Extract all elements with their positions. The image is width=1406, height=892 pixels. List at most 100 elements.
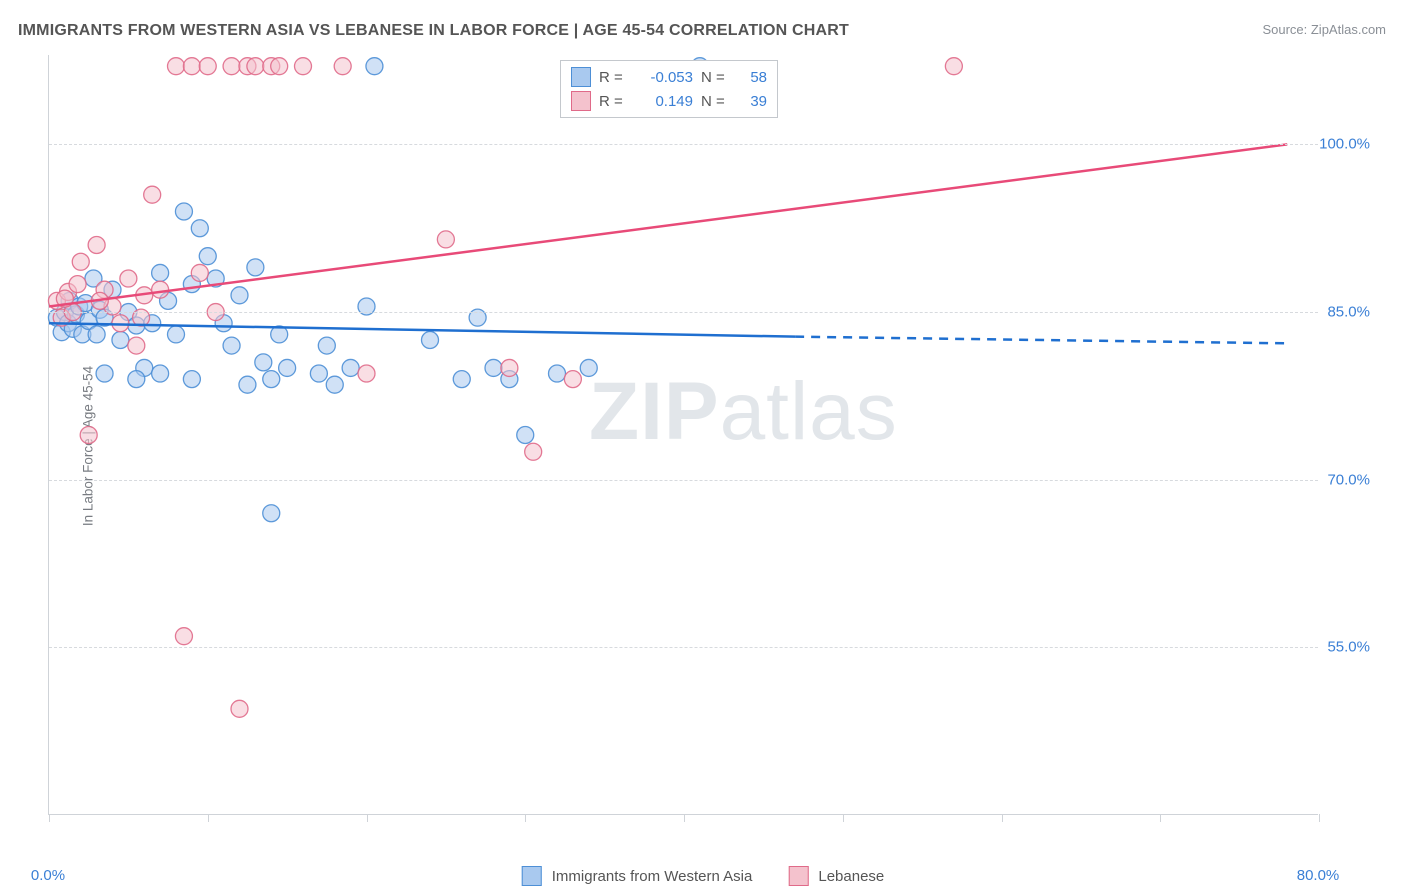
trend-line-b — [49, 144, 1287, 306]
data-point — [549, 365, 566, 382]
data-point — [247, 58, 264, 75]
x-tick — [843, 814, 844, 822]
x-tick — [1002, 814, 1003, 822]
data-point — [326, 376, 343, 393]
y-tick-label: 85.0% — [1327, 304, 1370, 321]
data-point — [183, 371, 200, 388]
gridline — [49, 312, 1318, 313]
data-point — [295, 58, 312, 75]
data-point — [120, 270, 137, 287]
data-point — [152, 264, 169, 281]
n-label-b: N = — [701, 93, 729, 110]
r-value-b: 0.149 — [635, 93, 693, 110]
data-point — [223, 58, 240, 75]
data-point — [128, 371, 145, 388]
gridline — [49, 144, 1318, 145]
swatch-series-a — [571, 67, 591, 87]
source-attribution: Source: ZipAtlas.com — [1262, 22, 1386, 37]
gridline — [49, 480, 1318, 481]
data-point — [263, 505, 280, 522]
data-point — [88, 237, 105, 254]
correlation-legend: R = -0.053 N = 58 R = 0.149 N = 39 — [560, 60, 778, 118]
chart-title: IMMIGRANTS FROM WESTERN ASIA VS LEBANESE… — [18, 22, 849, 40]
data-point — [247, 259, 264, 276]
data-point — [580, 359, 597, 376]
data-point — [183, 58, 200, 75]
data-point — [231, 287, 248, 304]
data-point — [175, 628, 192, 645]
n-value-b: 39 — [737, 93, 767, 110]
data-point — [422, 332, 439, 349]
data-point — [152, 365, 169, 382]
y-tick-label: 55.0% — [1327, 639, 1370, 656]
data-point — [112, 332, 129, 349]
trend-line-a-dash — [795, 337, 1287, 344]
trend-line-a — [49, 323, 795, 336]
x-tick — [367, 814, 368, 822]
data-point — [144, 186, 161, 203]
data-point — [945, 58, 962, 75]
data-point — [199, 248, 216, 265]
legend-row-series-a: R = -0.053 N = 58 — [571, 65, 767, 89]
data-point — [175, 203, 192, 220]
legend-row-series-b: R = 0.149 N = 39 — [571, 89, 767, 113]
data-point — [191, 220, 208, 237]
r-label: R = — [599, 69, 627, 86]
data-point — [96, 365, 113, 382]
x-tick — [525, 814, 526, 822]
swatch-series-b — [571, 91, 591, 111]
x-tick — [1160, 814, 1161, 822]
data-point — [255, 354, 272, 371]
x-tick — [208, 814, 209, 822]
x-tick — [684, 814, 685, 822]
scatter-svg — [49, 55, 1318, 814]
r-value-a: -0.053 — [635, 69, 693, 86]
swatch-b-bottom — [788, 866, 808, 886]
swatch-a-bottom — [522, 866, 542, 886]
data-point — [564, 371, 581, 388]
data-point — [72, 253, 89, 270]
data-point — [191, 264, 208, 281]
n-label: N = — [701, 69, 729, 86]
legend-label-a: Immigrants from Western Asia — [552, 868, 753, 885]
data-point — [80, 427, 97, 444]
data-point — [271, 58, 288, 75]
x-tick-label: 0.0% — [31, 867, 65, 884]
data-point — [334, 58, 351, 75]
data-point — [88, 326, 105, 343]
data-point — [485, 359, 502, 376]
x-tick — [49, 814, 50, 822]
data-point — [69, 276, 86, 293]
legend-item-b: Lebanese — [788, 866, 884, 886]
data-point — [279, 359, 296, 376]
r-label-b: R = — [599, 93, 627, 110]
data-point — [517, 427, 534, 444]
legend-label-b: Lebanese — [818, 868, 884, 885]
series-legend: Immigrants from Western Asia Lebanese — [522, 866, 885, 886]
y-tick-label: 70.0% — [1327, 471, 1370, 488]
x-tick-label: 80.0% — [1297, 867, 1340, 884]
data-point — [318, 337, 335, 354]
gridline — [49, 647, 1318, 648]
data-point — [239, 376, 256, 393]
data-point — [453, 371, 470, 388]
data-point — [152, 281, 169, 298]
data-point — [168, 58, 185, 75]
data-point — [223, 337, 240, 354]
data-point — [231, 700, 248, 717]
data-point — [310, 365, 327, 382]
data-point — [366, 58, 383, 75]
data-point — [128, 337, 145, 354]
data-point — [263, 371, 280, 388]
data-point — [199, 58, 216, 75]
data-point — [525, 443, 542, 460]
data-point — [358, 365, 375, 382]
y-tick-label: 100.0% — [1319, 136, 1370, 153]
data-point — [501, 359, 518, 376]
data-point — [342, 359, 359, 376]
plot-area: ZIPatlas — [48, 55, 1318, 815]
data-point — [437, 231, 454, 248]
n-value-a: 58 — [737, 69, 767, 86]
legend-item-a: Immigrants from Western Asia — [522, 866, 753, 886]
data-point — [168, 326, 185, 343]
